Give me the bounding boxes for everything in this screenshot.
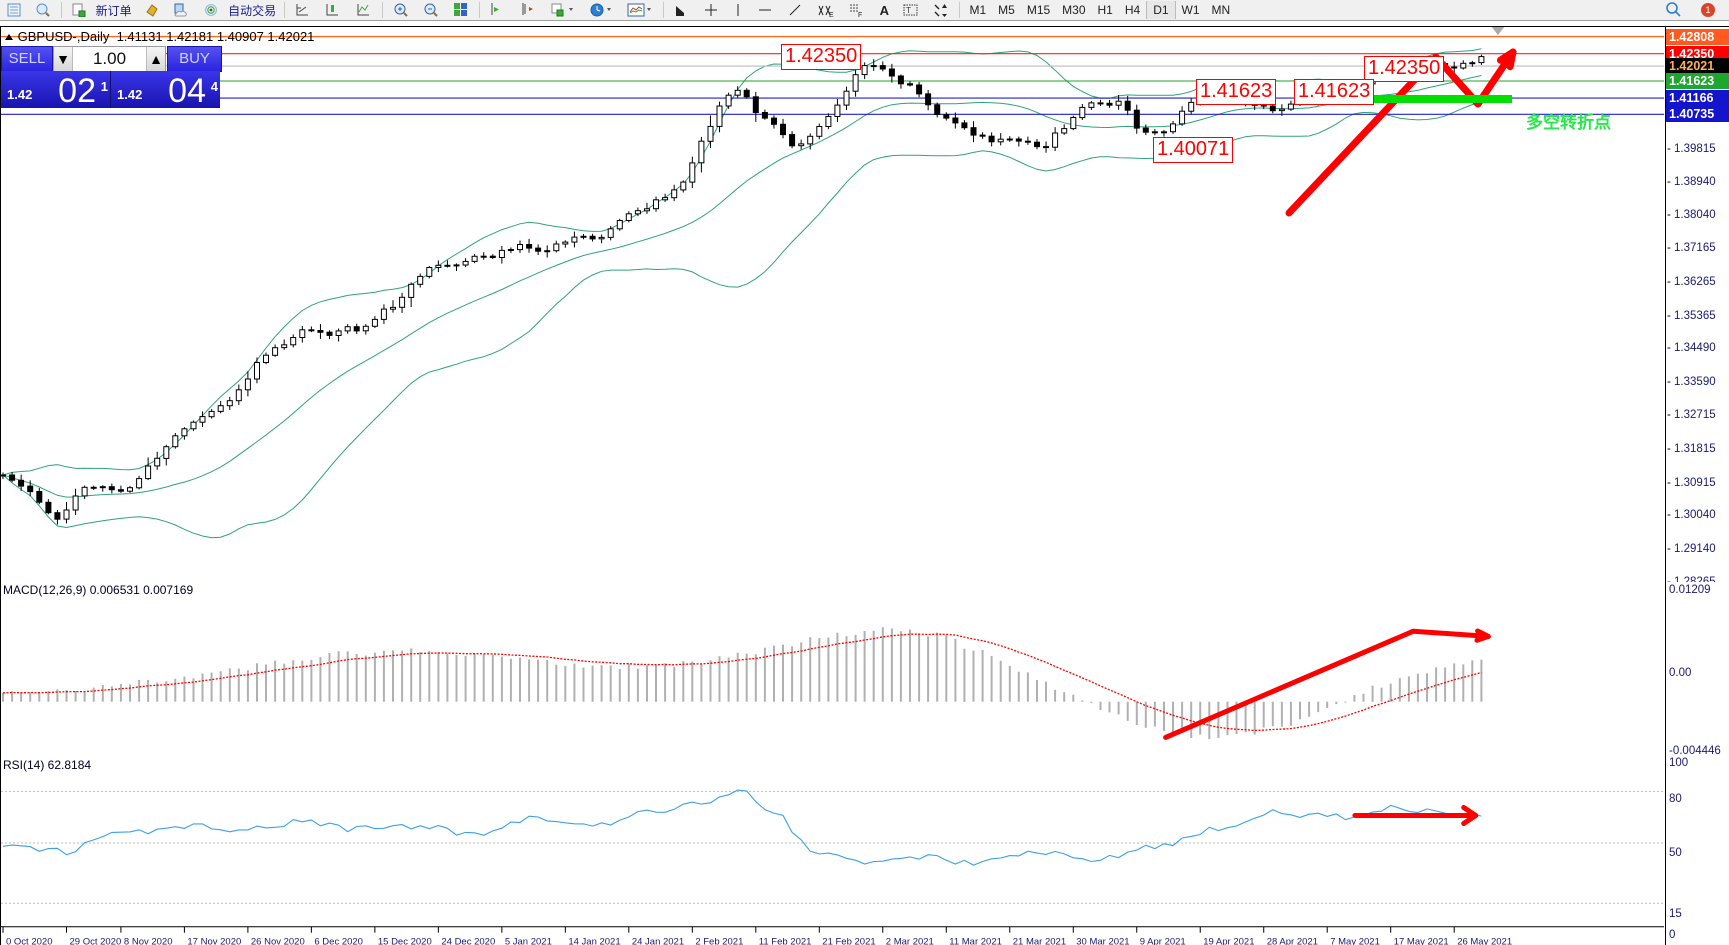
svg-text:21 Mar 2021: 21 Mar 2021 <box>1013 937 1066 945</box>
svg-text:2 Feb 2021: 2 Feb 2021 <box>695 937 743 945</box>
svg-text:2 Mar 2021: 2 Mar 2021 <box>886 937 934 945</box>
svg-text:7 May 2021: 7 May 2021 <box>1330 937 1380 945</box>
svg-text:17 May 2021: 17 May 2021 <box>1394 937 1449 945</box>
svg-text:6 Dec 2020: 6 Dec 2020 <box>314 937 363 945</box>
svg-text:24 Jan 2021: 24 Jan 2021 <box>632 937 684 945</box>
svg-text:0 Oct 2020: 0 Oct 2020 <box>6 937 52 945</box>
svg-text:11 Feb 2021: 11 Feb 2021 <box>759 937 812 945</box>
svg-text:26 May 2021: 26 May 2021 <box>1457 937 1512 945</box>
svg-text:T: T <box>906 6 911 15</box>
svg-text:8 Nov 2020: 8 Nov 2020 <box>124 937 173 945</box>
svg-text:28 Apr 2021: 28 Apr 2021 <box>1267 937 1318 945</box>
svg-text:9 Apr 2021: 9 Apr 2021 <box>1140 937 1186 945</box>
svg-text:1: 1 <box>1705 5 1710 15</box>
svg-text:14 Jan 2021: 14 Jan 2021 <box>568 937 620 945</box>
svg-text:19 Apr 2021: 19 Apr 2021 <box>1203 937 1254 945</box>
svg-text:21 Feb 2021: 21 Feb 2021 <box>822 937 875 945</box>
svg-text:17 Nov 2020: 17 Nov 2020 <box>187 937 241 945</box>
svg-text:11 Mar 2021: 11 Mar 2021 <box>949 937 1002 945</box>
svg-text:30 Mar 2021: 30 Mar 2021 <box>1076 937 1129 945</box>
svg-text:E: E <box>829 12 834 17</box>
svg-text:F: F <box>858 12 862 17</box>
svg-text:26 Nov 2020: 26 Nov 2020 <box>251 937 305 945</box>
svg-text:29 Oct 2020: 29 Oct 2020 <box>69 937 121 945</box>
svg-text:24 Dec 2020: 24 Dec 2020 <box>441 937 495 945</box>
svg-text:15 Dec 2020: 15 Dec 2020 <box>378 937 432 945</box>
svg-text:5 Jan 2021: 5 Jan 2021 <box>505 937 552 945</box>
